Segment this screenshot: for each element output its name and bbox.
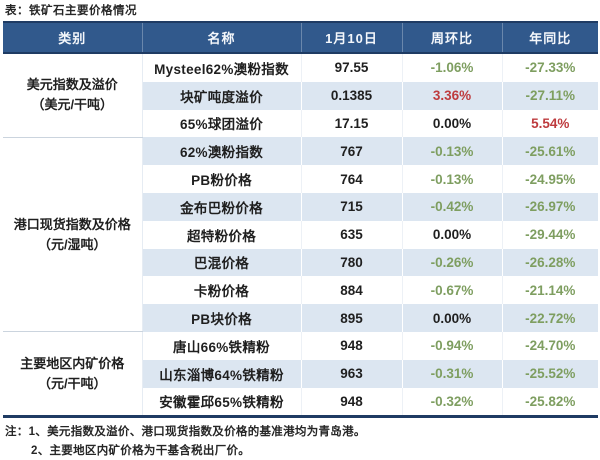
table-row: PB粉价格 764 -0.13% -24.95%: [3, 165, 598, 193]
price-value: 0.1385: [300, 81, 402, 110]
yoy-change: -26.97%: [501, 192, 598, 221]
price-value: 895: [300, 304, 402, 332]
category-name: 港口现货指数及价格: [13, 216, 131, 232]
wow-change: -0.13%: [401, 165, 502, 193]
yoy-change: 5.54%: [501, 109, 598, 138]
category-unit: （元/干吨）: [37, 375, 107, 391]
price-value: 635: [300, 220, 402, 249]
row-name: Mysteel62%澳粉指数: [141, 53, 301, 82]
header-name: 名称: [141, 22, 301, 54]
wow-change: -0.42%: [401, 192, 502, 221]
table-row: 港口现货指数及价格 （元/湿吨） 62%澳粉指数 767 -0.13% -25.…: [3, 137, 598, 333]
category-name: 美元指数及溢价: [26, 77, 118, 93]
row-name: 山东淄博64%铁精粉: [142, 359, 301, 388]
category-unit: （美元/干吨）: [31, 97, 114, 113]
yoy-change: -26.28%: [501, 248, 598, 277]
yoy-change: -25.52%: [501, 359, 598, 388]
wow-change: 0.00%: [401, 220, 502, 249]
table-row: 块矿吨度溢价 0.1385 3.36% -27.11%: [3, 81, 598, 110]
price-value: 780: [300, 248, 402, 277]
row-name: 65%球团溢价: [179, 117, 264, 133]
category-cell-port: 港口现货指数及价格 （元/湿吨）: [3, 137, 143, 333]
iron-ore-price-table: 类别 名称 1月10日 周环比 年同比 美元指数及溢价 （美元/干吨） Myst…: [3, 21, 598, 419]
yoy-change: -22.72%: [501, 304, 598, 332]
yoy-change: -27.33%: [501, 53, 598, 82]
price-value: 97.55: [300, 53, 402, 82]
wow-change: -1.06%: [401, 53, 502, 82]
table-row: PB块价格 895 0.00% -22.72%: [3, 304, 598, 332]
price-value: 764: [300, 165, 402, 193]
category-name: 主要地区内矿价格: [20, 355, 125, 371]
table-header: 类别 名称 1月10日 周环比 年同比: [3, 22, 598, 54]
header-date: 1月10日: [300, 22, 402, 54]
table-row: 卡粉价格 884 -0.67% -21.14%: [3, 276, 598, 305]
wow-change: 3.36%: [401, 81, 502, 110]
header-wow: 周环比: [401, 22, 502, 54]
yoy-change: -27.11%: [501, 81, 598, 110]
wow-change: -0.32%: [401, 387, 502, 417]
table-row: 金布巴粉价格 715 -0.42% -26.97%: [3, 192, 598, 221]
table-row: 山东淄博64%铁精粉 963 -0.31% -25.52%: [3, 359, 598, 388]
yoy-change: -25.61%: [501, 137, 598, 166]
wow-change: -0.26%: [401, 248, 502, 277]
row-name: 唐山66%铁精粉: [141, 331, 301, 360]
category-cell-usd: 美元指数及溢价 （美元/干吨）: [3, 53, 143, 138]
page-title: 表：铁矿石主要价格情况: [5, 5, 137, 17]
wow-change: -0.94%: [401, 331, 502, 360]
header-row: 类别 名称 1月10日 周环比 年同比: [3, 22, 598, 54]
category-cell-domestic: 主要地区内矿价格 （元/干吨）: [3, 331, 143, 418]
footnote-1: 注：1、美元指数及溢价、港口现货指数及价格的基准港均为青岛港。: [5, 426, 366, 439]
wow-change: 0.00%: [401, 304, 502, 332]
table-row: 65%球团溢价 17.15 0.00% 5.54%: [3, 109, 598, 138]
yoy-change: -24.95%: [501, 165, 598, 193]
table-row: 巴混价格 780 -0.26% -26.28%: [3, 248, 598, 277]
price-value: 963: [300, 359, 402, 388]
header-yoy: 年同比: [501, 22, 598, 54]
yoy-change: -29.44%: [501, 220, 598, 249]
yoy-change: -24.70%: [501, 331, 598, 360]
header-category: 类别: [3, 22, 142, 54]
table-row: 安徽霍邱65%铁精粉 948 -0.32% -25.82%: [3, 387, 598, 417]
wow-change: 0.00%: [401, 109, 502, 138]
row-name: 超特粉价格: [187, 228, 256, 244]
row-name: PB块价格: [142, 304, 301, 332]
table-body: 美元指数及溢价 （美元/干吨） Mysteel62%澳粉指数 97.55 -1.…: [3, 53, 598, 418]
footnote-2: 2、主要地区内矿价格为干基含税出厂价。: [31, 444, 251, 457]
price-value: 715: [300, 192, 402, 221]
price-value: 767: [300, 137, 402, 166]
wow-change: -0.67%: [401, 276, 502, 305]
price-value: 884: [300, 276, 402, 305]
footnotes: 注：1、美元指数及溢价、港口现货指数及价格的基准港均为青岛港。 2、主要地区内矿…: [3, 418, 598, 460]
table-row: 主要地区内矿价格 （元/干吨） 唐山66%铁精粉 948 -0.94% -24.…: [3, 331, 598, 418]
row-name: 卡粉价格: [193, 284, 250, 300]
table-row: 美元指数及溢价 （美元/干吨） Mysteel62%澳粉指数 97.55 -1.…: [3, 53, 598, 138]
price-value: 17.15: [300, 109, 402, 138]
yoy-change: -25.82%: [501, 387, 598, 417]
yoy-change: -21.14%: [501, 276, 598, 305]
price-value: 948: [300, 387, 402, 417]
row-name: 块矿吨度溢价: [142, 81, 301, 110]
wow-change: -0.13%: [401, 137, 502, 166]
row-name: PB粉价格: [191, 173, 252, 189]
row-name: 安徽霍邱65%铁精粉: [159, 395, 284, 411]
wow-change: -0.31%: [401, 359, 502, 388]
price-value: 948: [300, 331, 402, 360]
row-name: 62%澳粉指数: [141, 137, 301, 166]
row-name: 金布巴粉价格: [142, 192, 301, 221]
row-name: 巴混价格: [142, 248, 301, 277]
category-unit: （元/湿吨）: [37, 236, 107, 252]
table-row: 超特粉价格 635 0.00% -29.44%: [3, 220, 598, 249]
